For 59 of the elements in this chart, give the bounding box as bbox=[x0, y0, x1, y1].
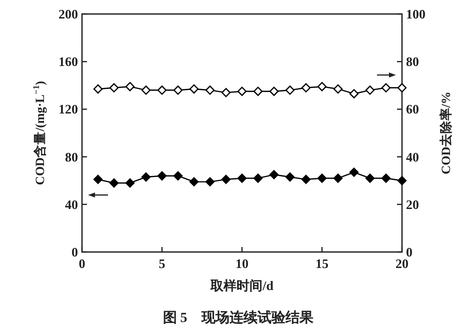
point bbox=[269, 170, 279, 180]
y2-tick-label: 40 bbox=[406, 149, 419, 164]
point bbox=[141, 172, 151, 182]
y-tick-label: 0 bbox=[72, 244, 78, 260]
point bbox=[397, 176, 407, 186]
point bbox=[205, 86, 215, 95]
point bbox=[205, 177, 215, 186]
point bbox=[157, 171, 167, 180]
y2-tick-label: 20 bbox=[406, 196, 419, 212]
point bbox=[125, 82, 135, 92]
point bbox=[189, 177, 199, 186]
point bbox=[221, 88, 231, 98]
point bbox=[365, 174, 375, 183]
x-tick-label: 15 bbox=[316, 256, 329, 271]
point bbox=[317, 174, 327, 183]
point bbox=[93, 174, 103, 184]
point bbox=[269, 86, 279, 96]
point bbox=[237, 86, 247, 96]
y2-tick-label: 0 bbox=[406, 244, 412, 260]
point bbox=[317, 82, 327, 92]
point bbox=[285, 172, 295, 182]
point bbox=[253, 174, 263, 183]
y-tick-label: 40 bbox=[65, 196, 78, 212]
point bbox=[173, 86, 183, 95]
point bbox=[189, 84, 199, 94]
point bbox=[141, 86, 151, 95]
point bbox=[109, 83, 119, 92]
point bbox=[253, 86, 263, 96]
point bbox=[109, 178, 119, 188]
point bbox=[333, 84, 343, 94]
y2-tick-label: 60 bbox=[406, 102, 419, 117]
point bbox=[349, 89, 359, 98]
point bbox=[173, 171, 183, 180]
point bbox=[349, 168, 359, 177]
x-axis-title: 取样时间/d bbox=[210, 278, 274, 293]
point bbox=[157, 86, 167, 95]
x-tick-label: 5 bbox=[158, 256, 166, 271]
point bbox=[381, 83, 391, 92]
point bbox=[301, 83, 311, 92]
point bbox=[397, 83, 407, 92]
point bbox=[93, 84, 103, 94]
x-tick-label: 20 bbox=[396, 256, 408, 271]
caption: 图 5 现场连续试验结果 bbox=[162, 310, 314, 326]
y-tick-label: 160 bbox=[58, 54, 78, 70]
y2-axis-title: COD去除率/% bbox=[438, 92, 453, 174]
point bbox=[237, 174, 247, 183]
point bbox=[381, 174, 391, 183]
y-tick-label: 80 bbox=[65, 149, 78, 164]
point bbox=[125, 178, 135, 188]
point bbox=[365, 86, 375, 95]
point bbox=[301, 174, 311, 184]
point bbox=[221, 174, 231, 184]
y-tick-label: 120 bbox=[58, 102, 78, 117]
y2-tick-label: 100 bbox=[406, 6, 426, 22]
point bbox=[285, 86, 295, 95]
y2-tick-label: 80 bbox=[406, 54, 419, 70]
x-tick-label: 10 bbox=[236, 256, 248, 271]
point bbox=[333, 174, 343, 183]
y-tick-label: 200 bbox=[58, 6, 78, 22]
